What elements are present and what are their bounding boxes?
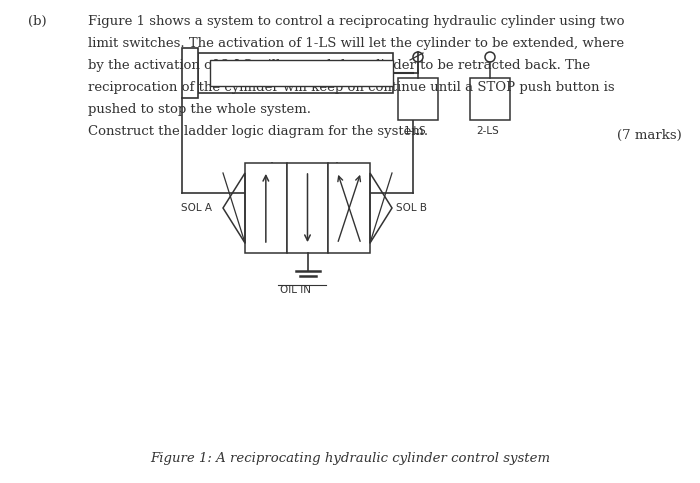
Bar: [287, 163, 328, 253]
Text: Construct the ladder logic diagram for the system.: Construct the ladder logic diagram for t…: [88, 125, 428, 138]
Text: pushed to stop the whole system.: pushed to stop the whole system.: [88, 103, 311, 116]
Bar: [210, 60, 393, 86]
Text: SOL B: SOL B: [396, 203, 427, 213]
Text: (7 marks): (7 marks): [617, 129, 682, 142]
Bar: [398, 78, 438, 120]
Bar: [245, 163, 287, 253]
Text: OIL IN: OIL IN: [279, 285, 311, 295]
Bar: [198, 53, 393, 93]
Text: Figure 1 shows a system to control a reciprocating hydraulic cylinder using two: Figure 1 shows a system to control a rec…: [88, 15, 624, 28]
Text: 1-LS: 1-LS: [404, 126, 427, 136]
Text: Figure 1: A reciprocating hydraulic cylinder control system: Figure 1: A reciprocating hydraulic cyli…: [150, 452, 550, 465]
Text: SOL A: SOL A: [181, 203, 212, 213]
Text: reciprocation of the cylinder will keep on continue until a STOP push button is: reciprocation of the cylinder will keep …: [88, 81, 615, 94]
Bar: [182, 48, 198, 98]
Text: (b): (b): [28, 15, 47, 28]
Text: limit switches. The activation of 1-LS will let the cylinder to be extended, whe: limit switches. The activation of 1-LS w…: [88, 37, 624, 50]
Bar: [470, 78, 510, 120]
Text: by the activation of 2-LS will caused the cylinder to be retracted back. The: by the activation of 2-LS will caused th…: [88, 59, 590, 72]
Text: 2-LS: 2-LS: [476, 126, 498, 136]
Bar: [328, 163, 370, 253]
